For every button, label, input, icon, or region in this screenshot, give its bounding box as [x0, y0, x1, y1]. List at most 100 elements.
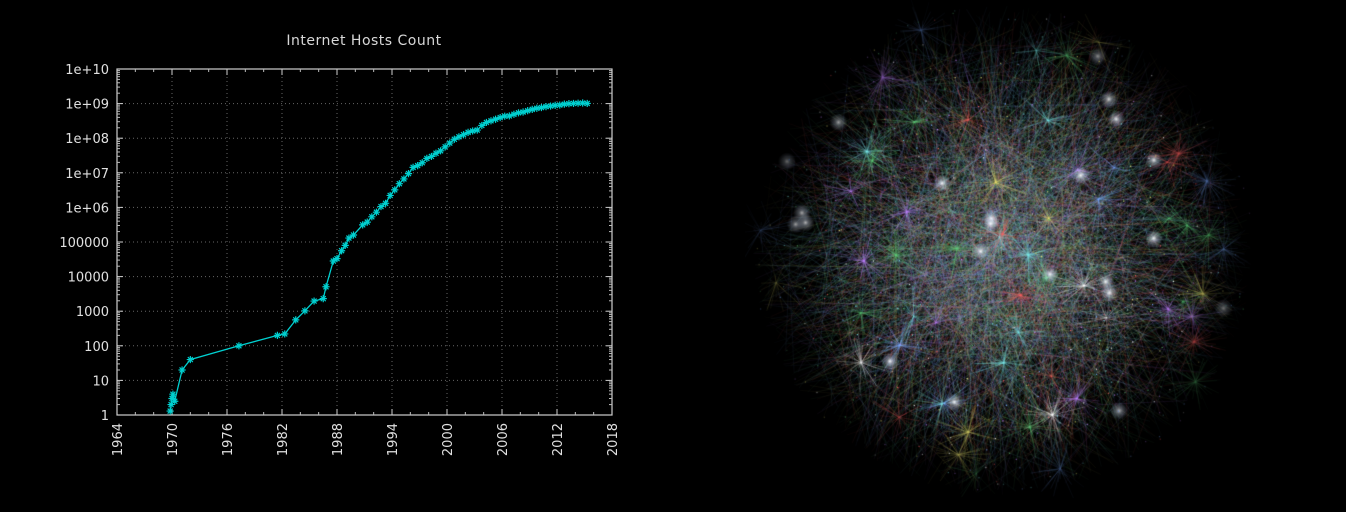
- data-point-marker: [524, 107, 532, 115]
- y-tick-label: 1: [101, 409, 109, 424]
- data-point-marker: [169, 390, 177, 398]
- data-point-marker: [478, 121, 486, 130]
- data-point-marker: [482, 118, 491, 127]
- data-point-marker: [441, 143, 449, 151]
- x-tick-label: 1982: [276, 423, 291, 456]
- series-line: [169, 102, 588, 412]
- data-point-marker: [473, 126, 481, 134]
- data-point-marker: [432, 149, 440, 157]
- data-point-marker: [381, 199, 390, 207]
- data-point-marker: [519, 108, 527, 116]
- data-point-marker: [391, 186, 399, 194]
- data-point-marker: [546, 102, 555, 110]
- data-point-marker: [414, 162, 422, 170]
- x-tick-label: 1964: [111, 423, 126, 456]
- data-point-marker: [542, 103, 550, 111]
- data-point-marker: [329, 257, 337, 265]
- data-point-marker: [178, 366, 186, 374]
- chart-series: [166, 99, 591, 415]
- data-point-marker: [560, 100, 568, 108]
- y-tick-label: 10: [92, 374, 109, 389]
- data-point-marker: [377, 202, 385, 211]
- data-point-marker: [341, 241, 349, 249]
- data-point-marker: [556, 101, 564, 109]
- y-tick-label: 1e+06: [65, 201, 109, 216]
- y-tick-label: 1e+09: [65, 98, 109, 113]
- data-point-marker: [168, 394, 176, 403]
- data-point-marker: [310, 297, 318, 305]
- x-tick-label: 1970: [166, 423, 181, 456]
- data-point-marker: [574, 99, 582, 107]
- internet-map-network-image: [745, 0, 1265, 508]
- data-point-marker: [464, 128, 472, 136]
- data-point-marker: [528, 105, 536, 113]
- data-point-marker: [322, 283, 330, 291]
- data-point-marker: [569, 99, 578, 108]
- data-point-marker: [514, 109, 523, 117]
- data-point-marker: [292, 316, 300, 324]
- data-point-marker: [395, 180, 403, 188]
- data-point-marker: [533, 104, 541, 112]
- data-point-marker: [579, 99, 587, 107]
- x-tick-label: 1976: [221, 423, 236, 456]
- data-point-marker: [583, 99, 591, 108]
- data-point-marker: [510, 110, 518, 118]
- chart-title: Internet Hosts Count: [286, 33, 442, 49]
- y-tick-label: 1e+08: [65, 132, 109, 147]
- data-point-marker: [505, 112, 513, 120]
- data-point-marker: [235, 342, 243, 350]
- data-point-marker: [166, 407, 174, 415]
- data-point-marker: [423, 154, 431, 163]
- y-tick-label: 1e+07: [65, 167, 109, 182]
- x-tick-label: 2006: [496, 423, 511, 456]
- x-tick-label: 1988: [331, 423, 346, 456]
- data-point-marker: [167, 400, 175, 409]
- data-point-marker: [345, 234, 353, 242]
- y-tick-label: 10000: [68, 271, 109, 286]
- x-tick-label: 2012: [551, 423, 566, 456]
- x-tick-label: 2000: [441, 423, 456, 456]
- y-tick-label: 100000: [59, 236, 109, 251]
- data-point-marker: [491, 115, 500, 123]
- data-point-marker: [537, 103, 546, 112]
- data-point-marker: [565, 100, 573, 108]
- data-point-marker: [400, 175, 408, 183]
- data-point-marker: [409, 163, 417, 171]
- data-point-marker: [319, 295, 327, 303]
- data-point-marker: [349, 231, 358, 239]
- data-point-marker: [171, 397, 179, 405]
- y-tick-label: 1e+10: [65, 63, 109, 78]
- data-point-marker: [368, 213, 376, 221]
- data-point-marker: [450, 135, 458, 143]
- data-point-marker: [551, 101, 559, 109]
- data-point-marker: [436, 147, 445, 155]
- y-tick-label: 1000: [76, 305, 109, 320]
- data-point-marker: [337, 247, 346, 255]
- data-point-marker: [501, 112, 509, 120]
- data-point-marker: [363, 218, 371, 226]
- data-point-marker: [418, 159, 426, 167]
- data-point-marker: [427, 152, 436, 161]
- network-graph-render: [745, 0, 1265, 508]
- x-tick-label: 2018: [606, 423, 621, 456]
- data-point-marker: [301, 307, 309, 315]
- chart-plot: 1 10 100 1000 10000 100000 1e+06 1e+07 1e+08 1e+0…: [59, 63, 621, 456]
- internet-hosts-chart: Internet Hosts Count 1 10 100 1000 10000 1000…: [0, 0, 660, 508]
- data-point-marker: [455, 133, 463, 141]
- data-point-marker: [333, 255, 341, 263]
- data-point-marker: [496, 113, 504, 122]
- chart-grid: [117, 69, 612, 415]
- data-point-marker: [359, 221, 367, 229]
- data-point-marker: [281, 330, 289, 338]
- data-point-marker: [459, 131, 468, 139]
- data-point-marker: [487, 117, 495, 125]
- data-point-marker: [186, 355, 194, 364]
- data-point-marker: [372, 208, 381, 216]
- y-tick-label: 100: [84, 340, 109, 355]
- data-point-marker: [446, 139, 454, 147]
- data-point-marker: [386, 191, 394, 200]
- chart-axes: 1 10 100 1000 10000 100000 1e+06 1e+07 1e+08 1e+0…: [59, 63, 621, 456]
- data-point-marker: [404, 170, 413, 178]
- data-point-marker: [273, 331, 282, 339]
- x-tick-label: 1994: [386, 423, 401, 456]
